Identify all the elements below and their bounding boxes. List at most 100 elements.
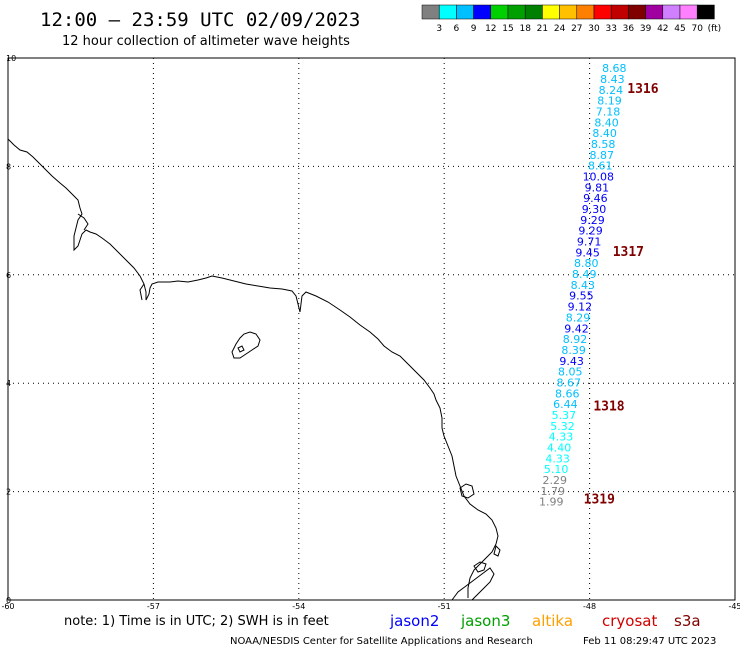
wave-height-value: 4.40 (547, 441, 572, 454)
pass-number-label: 1318 (593, 399, 624, 414)
color-scale-label: 30 (588, 24, 600, 34)
color-scale-label: 70 (691, 24, 703, 34)
wave-height-value: 9.12 (568, 301, 593, 314)
wave-height-value: 9.81 (585, 181, 610, 194)
wave-height-value: 9.29 (578, 225, 603, 238)
graticule (8, 58, 735, 600)
color-swatch (645, 4, 664, 20)
timestamp-text: Feb 11 08:29:47 UTC 2023 (583, 636, 716, 647)
wave-height-value: 1.99 (539, 496, 564, 509)
longitude-tick-label: -45 (728, 602, 740, 611)
color-swatch (696, 4, 715, 20)
wave-height-value: 5.32 (550, 420, 575, 433)
color-swatch (507, 4, 526, 20)
units-note: note: 1) Time is in UTC; 2) SWH is in fe… (64, 614, 329, 629)
credit-text: NOAA/NESDIS Center for Satellite Applica… (230, 636, 533, 647)
wave-height-value: 4.33 (545, 452, 570, 465)
wave-height-observations: 8.688.438.248.197.188.408.408.588.878.61… (539, 62, 627, 509)
color-scale-label: 33 (605, 24, 616, 34)
color-scale-label: 18 (519, 24, 531, 34)
wave-height-value: 9.43 (559, 355, 584, 368)
map-area: 8.688.438.248.197.188.408.408.588.878.61… (7, 57, 736, 601)
color-scale-label: (ft) (708, 24, 722, 34)
pass-number-label: 1316 (627, 82, 658, 97)
wave-height-value: 9.71 (577, 236, 602, 249)
wave-height-value: 8.61 (588, 160, 613, 173)
color-scale-label: 24 (554, 24, 566, 34)
color-scale-label: 21 (537, 24, 548, 34)
satellite-legend: jason2 jason3 altika cryosat s3a (389, 612, 701, 630)
latitude-tick-label: 4 (6, 379, 11, 388)
wave-height-value: 10.08 (583, 170, 615, 183)
wave-height-value: 8.19 (597, 95, 622, 108)
color-scale-label: 45 (674, 24, 685, 34)
map-frame (7, 57, 736, 601)
color-scale-label: 27 (571, 24, 582, 34)
wave-height-value: 5.10 (544, 463, 569, 476)
inland-lake-outline (231, 331, 261, 359)
wave-height-value: 8.43 (571, 279, 596, 292)
wave-height-value: 8.05 (558, 366, 583, 379)
longitude-tick-label: -48 (583, 602, 596, 611)
color-scale-swatches (421, 4, 715, 20)
color-swatch (421, 4, 440, 20)
wave-height-value: 8.40 (592, 127, 617, 140)
pass-number-label: 1319 (584, 493, 615, 508)
color-scale-label: 6 (454, 24, 460, 34)
coastline (7, 138, 499, 598)
longitude-tick-label: -57 (147, 602, 160, 611)
wave-height-value: 8.40 (594, 116, 619, 129)
longitude-tick-labels: -60 -57 -54 -51 -48 -45 (1, 602, 740, 611)
wave-height-value: 8.87 (589, 149, 614, 162)
wave-height-value: 9.29 (580, 214, 605, 227)
longitude-tick-label: -51 (438, 602, 451, 611)
color-scale-label: 42 (657, 24, 668, 34)
amazon-delta-islands (451, 483, 501, 601)
latitude-tick-label: 8 (6, 162, 11, 171)
wave-height-value: 9.45 (575, 246, 600, 259)
color-swatch (628, 4, 646, 20)
wave-height-value: 8.58 (591, 138, 616, 151)
wave-height-value: 4.33 (549, 431, 574, 444)
wave-height-value: 9.55 (569, 290, 594, 303)
color-swatch (593, 4, 612, 20)
wave-height-value: 1.79 (541, 485, 566, 498)
wave-height-value: 9.30 (582, 203, 607, 216)
satellite-pass-labels: 1316 1317 1318 1319 (584, 82, 659, 507)
wave-height-value: 8.24 (599, 84, 624, 97)
satellite-legend-jason2: jason2 (389, 612, 439, 630)
wave-height-value: 8.49 (572, 268, 597, 281)
wave-height-value: 9.46 (583, 192, 608, 205)
wave-height-value: 8.92 (563, 333, 588, 346)
color-scale-label: 15 (502, 24, 513, 34)
wave-height-value: 8.66 (555, 387, 580, 400)
color-scale-label: 12 (485, 24, 496, 34)
color-scale-label: 9 (471, 24, 477, 34)
latitude-tick-label: 6 (6, 271, 11, 280)
latitude-tick-labels: 0 2 4 6 8 10 (6, 54, 16, 605)
longitude-tick-label: -60 (1, 602, 14, 611)
longitude-tick-label: -54 (292, 602, 305, 611)
color-swatch (456, 4, 474, 20)
wave-height-value: 8.39 (561, 344, 586, 357)
latitude-tick-label: 2 (6, 488, 11, 497)
satellite-legend-cryosat: cryosat (602, 612, 657, 630)
wave-height-value: 8.29 (566, 311, 591, 324)
color-scale-label: 3 (436, 24, 442, 34)
color-scale-label: 39 (640, 24, 652, 34)
wave-height-value: 9.42 (564, 322, 589, 335)
satellite-legend-jason3: jason3 (460, 612, 510, 630)
wave-height-value: 8.68 (602, 62, 627, 75)
color-swatch (490, 4, 509, 20)
pass-number-label: 1317 (613, 245, 644, 260)
wave-height-value: 5.37 (552, 409, 577, 422)
wave-height-value: 6.44 (553, 398, 578, 411)
color-swatch (610, 4, 629, 20)
river-outline (77, 213, 145, 301)
page-subtitle: 12 hour collection of altimeter wave hei… (62, 34, 350, 49)
color-swatch (542, 4, 560, 20)
color-swatch (524, 4, 543, 20)
color-scale-label: 36 (623, 24, 635, 34)
page-title: 12:00 – 23:59 UTC 02/09/2023 (40, 9, 360, 31)
color-swatch (559, 4, 578, 20)
